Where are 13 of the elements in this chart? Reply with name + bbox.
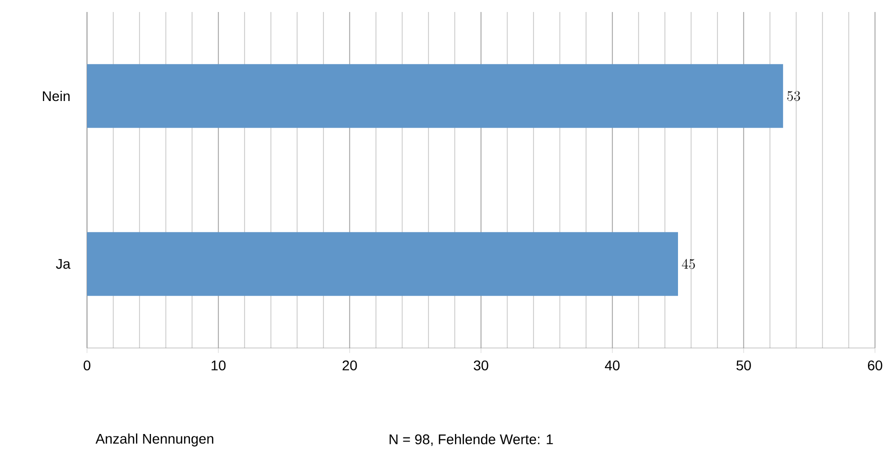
x-tick-label: 60 bbox=[868, 360, 882, 370]
text: N = 98, Fehlende Werte: 1 bbox=[390, 434, 553, 446]
data-label: 53 bbox=[787, 91, 800, 101]
data-label: 45 bbox=[682, 258, 695, 269]
x-tick-label: 50 bbox=[736, 360, 751, 370]
y-tick-label: Ja bbox=[56, 259, 70, 269]
x-tick-label: 40 bbox=[604, 360, 620, 370]
x-axis-title: Anzahl Nennungen bbox=[96, 433, 214, 446]
y-tick-label: Nein bbox=[42, 90, 70, 102]
x-tick-label: 30 bbox=[474, 360, 488, 370]
x-tick-label: 10 bbox=[212, 360, 226, 370]
x-tick-label: 0 bbox=[84, 360, 90, 370]
x-tick-label: 20 bbox=[342, 360, 357, 370]
